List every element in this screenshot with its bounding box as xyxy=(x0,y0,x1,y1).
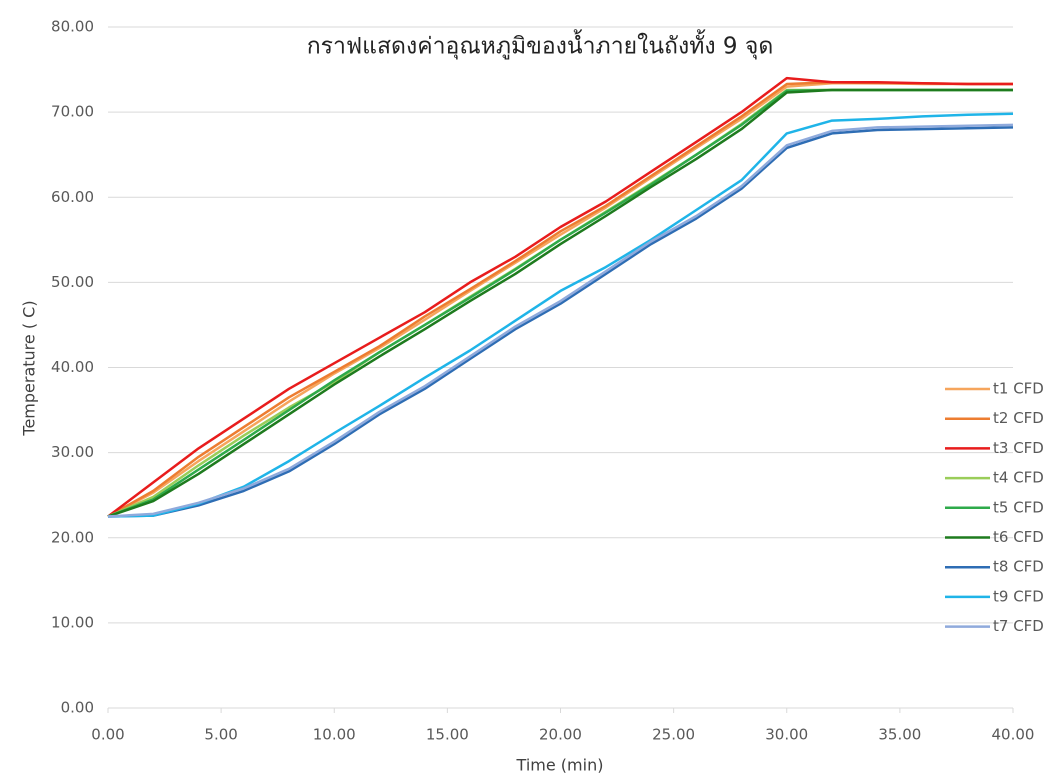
x-tick-label: 25.00 xyxy=(652,726,695,744)
y-tick-label: 60.00 xyxy=(51,188,94,206)
legend-label: t8 CFD xyxy=(993,558,1044,576)
series-line xyxy=(107,81,1013,518)
chart-title: กราฟแสดงค่าอุณหภูมิของน้ำภายในถังทั้ง 9 … xyxy=(307,30,774,60)
series-line xyxy=(107,88,1013,518)
y-tick-label: 30.00 xyxy=(51,443,94,461)
x-tick-label: 35.00 xyxy=(878,726,921,744)
legend-label: t4 CFD xyxy=(993,469,1044,487)
y-tick-label: 80.00 xyxy=(51,18,94,36)
x-axis-title: Time (min) xyxy=(516,756,604,775)
series-line xyxy=(107,112,1014,518)
legend-label: t3 CFD xyxy=(993,439,1044,457)
series-line xyxy=(107,123,1014,518)
x-tick-label: 5.00 xyxy=(204,726,237,744)
x-tick-label: 15.00 xyxy=(426,726,469,744)
y-tick-label: 70.00 xyxy=(51,103,94,121)
legend-label: t5 CFD xyxy=(993,498,1044,516)
x-tick-label: 30.00 xyxy=(765,726,808,744)
legend-label: t2 CFD xyxy=(993,409,1044,427)
y-tick-label: 20.00 xyxy=(51,528,94,546)
x-tick-label: 10.00 xyxy=(313,726,356,744)
series-line xyxy=(107,76,1013,518)
legend-label: t6 CFD xyxy=(993,528,1044,546)
y-tick-label: 40.00 xyxy=(51,358,94,376)
x-tick-label: 40.00 xyxy=(992,726,1035,744)
y-axis-title: Temperature ( C) xyxy=(20,300,39,436)
y-tick-label: 0.00 xyxy=(61,699,94,717)
legend-label: t9 CFD xyxy=(993,587,1044,605)
legend-label: t1 CFD xyxy=(993,380,1044,398)
x-tick-label: 0.00 xyxy=(91,726,124,744)
y-tick-label: 50.00 xyxy=(51,273,94,291)
x-tick-label: 20.00 xyxy=(539,726,582,744)
legend-label: t7 CFD xyxy=(993,617,1044,635)
series-line xyxy=(107,126,1014,518)
y-tick-label: 10.00 xyxy=(51,613,94,631)
